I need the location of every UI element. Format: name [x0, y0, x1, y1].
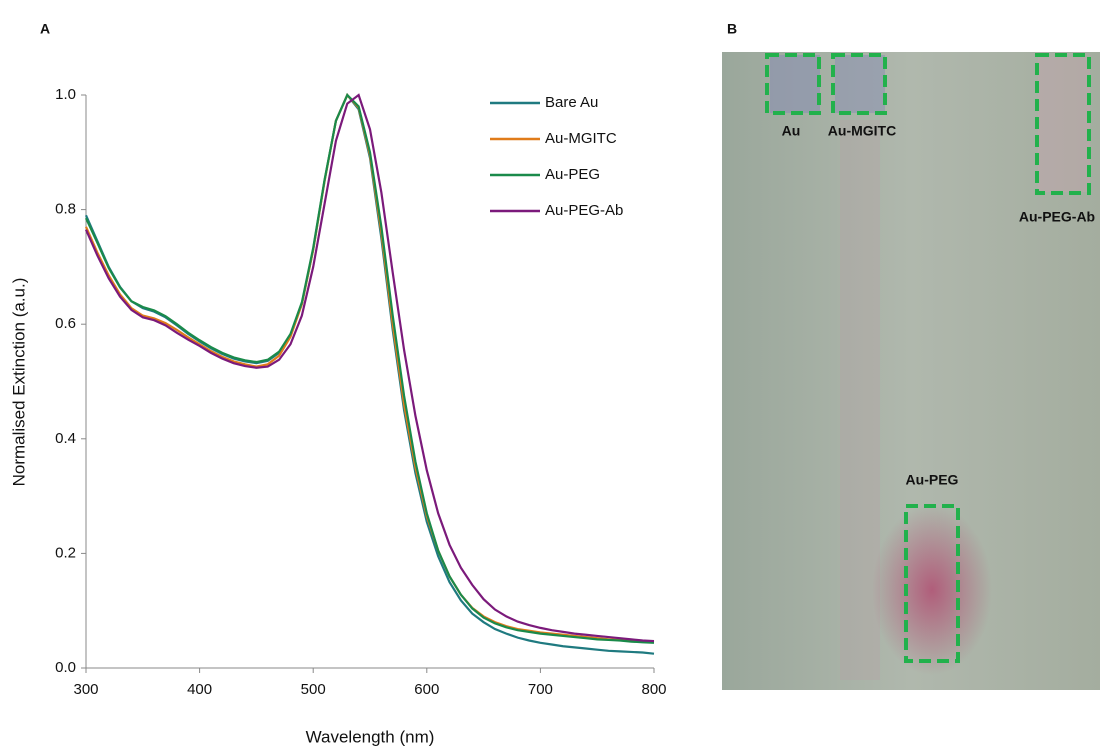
x-tick-label: 500: [301, 681, 326, 698]
y-tick-label: 0.4: [55, 430, 76, 447]
band: [770, 55, 820, 113]
x-tick-label: 700: [528, 681, 553, 698]
gel-label: Au-PEG: [906, 472, 959, 488]
x-axis-label: Wavelength (nm): [306, 727, 435, 746]
band: [835, 55, 885, 113]
gel-label: Au-PEG-Ab: [1019, 209, 1095, 225]
x-tick-label: 800: [641, 681, 666, 698]
y-tick-label: 0.8: [55, 201, 76, 218]
y-tick-label: 1.0: [55, 86, 76, 103]
gel-photo: Au Au-MGITC Au-PEG-Ab Au-PEG: [722, 52, 1100, 690]
legend-label: Bare Au: [545, 94, 598, 111]
legend-label: Au-PEG: [545, 166, 600, 183]
y-axis-label: Normalised Extinction (a.u.): [9, 278, 28, 487]
legend-label: Au-PEG-Ab: [545, 202, 623, 219]
y-tick-label: 0.0: [55, 659, 76, 676]
series-line: [84, 93, 655, 643]
band: [1038, 57, 1090, 192]
x-tick-label: 600: [414, 681, 439, 698]
y-tick-label: 0.2: [55, 544, 76, 561]
x-tick-label: 300: [73, 681, 98, 698]
panel-label: B: [727, 21, 737, 37]
y-tick-label: 0.6: [55, 315, 76, 332]
dashed-boxes: [765, 53, 1091, 663]
panel-label: A: [40, 21, 50, 37]
band: [872, 505, 992, 675]
series-line: [85, 93, 655, 644]
gel-label: Au-MGITC: [828, 123, 896, 139]
legend-label: Au-MGITC: [545, 130, 617, 147]
gel-label: Au: [782, 123, 801, 139]
x-tick-label: 400: [187, 681, 212, 698]
